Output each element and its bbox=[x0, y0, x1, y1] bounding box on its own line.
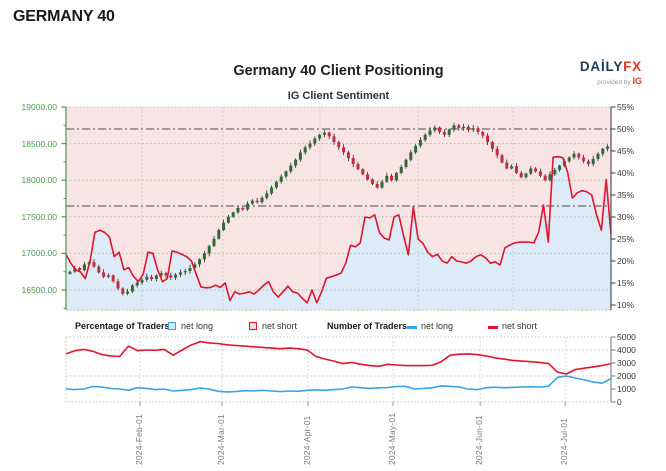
price-tick-label: 17500.00 bbox=[21, 211, 57, 222]
date-tick-label: 2024-Jul-01 bbox=[559, 417, 570, 465]
count-tick-label: 1000 bbox=[617, 384, 636, 394]
date-tick-label: 2024-Feb-01 bbox=[134, 414, 144, 465]
count-tick-label: 3000 bbox=[617, 358, 636, 368]
count-tick-label: 5000 bbox=[617, 332, 636, 342]
legend-number-of-traders: Number of Traders bbox=[327, 321, 408, 331]
page-title: GERMANY 40 bbox=[13, 8, 115, 25]
net-long-count-dash bbox=[407, 326, 417, 329]
legend-net-long-count: net long bbox=[421, 321, 454, 331]
pct-tick-label: 45% bbox=[617, 146, 635, 156]
pct-tick-label: 15% bbox=[617, 278, 635, 288]
net-short-count-dash bbox=[488, 326, 498, 329]
date-tick-label: 2024-Mar-01 bbox=[215, 414, 226, 465]
date-tick-label: 2024-May-01 bbox=[387, 412, 397, 465]
price-tick-label: 18500.00 bbox=[21, 138, 57, 149]
date-tick-label: 2024-Jun-01 bbox=[474, 415, 485, 465]
dailyfx-wordmark: DAİLYFX bbox=[579, 59, 642, 75]
pct-tick-label: 25% bbox=[617, 234, 635, 244]
logo-daily-text: DAİLY bbox=[579, 59, 624, 74]
date-tick-label: 2024-Apr-01 bbox=[301, 415, 312, 465]
logo-provided-by: provided by IG bbox=[597, 75, 642, 86]
net-short-pct-swatch bbox=[249, 322, 257, 330]
pct-tick-label: 35% bbox=[617, 190, 635, 200]
pct-tick-label: 20% bbox=[617, 256, 635, 266]
pct-tick-label: 50% bbox=[617, 124, 635, 134]
pct-tick-label: 55% bbox=[617, 102, 635, 112]
pct-tick-label: 10% bbox=[617, 300, 635, 310]
legend-net-short-count: net short bbox=[502, 321, 538, 331]
price-tick-label: 17000.00 bbox=[21, 248, 57, 259]
pct-tick-label: 30% bbox=[617, 212, 635, 222]
price-tick-label: 16500.00 bbox=[21, 285, 57, 295]
legend-net-short-pct: net short bbox=[262, 321, 298, 331]
logo-fx-text: FX bbox=[623, 59, 642, 74]
count-tick-label: 2000 bbox=[617, 371, 636, 381]
count-tick-label: 4000 bbox=[617, 345, 636, 355]
chart-subtitle: IG Client Sentiment bbox=[287, 90, 390, 102]
legend-percentage-of-traders: Percentage of Traders bbox=[75, 321, 170, 331]
count-tick-label: 0 bbox=[617, 397, 622, 407]
price-tick-label: 19000.00 bbox=[21, 102, 57, 112]
net-long-pct-swatch bbox=[168, 322, 176, 330]
trader-count-chart bbox=[58, 333, 618, 413]
price-tick-label: 18000.00 bbox=[21, 175, 57, 186]
dailyfx-logo: DAİLYFX provided by IG bbox=[579, 59, 642, 87]
pct-tick-label: 40% bbox=[617, 168, 635, 178]
sentiment-price-chart bbox=[58, 103, 618, 317]
logo-ig-text: IG bbox=[632, 75, 642, 86]
legend-net-long-pct: net long bbox=[181, 321, 214, 331]
chart-title: Germany 40 Client Positioning bbox=[233, 63, 444, 79]
